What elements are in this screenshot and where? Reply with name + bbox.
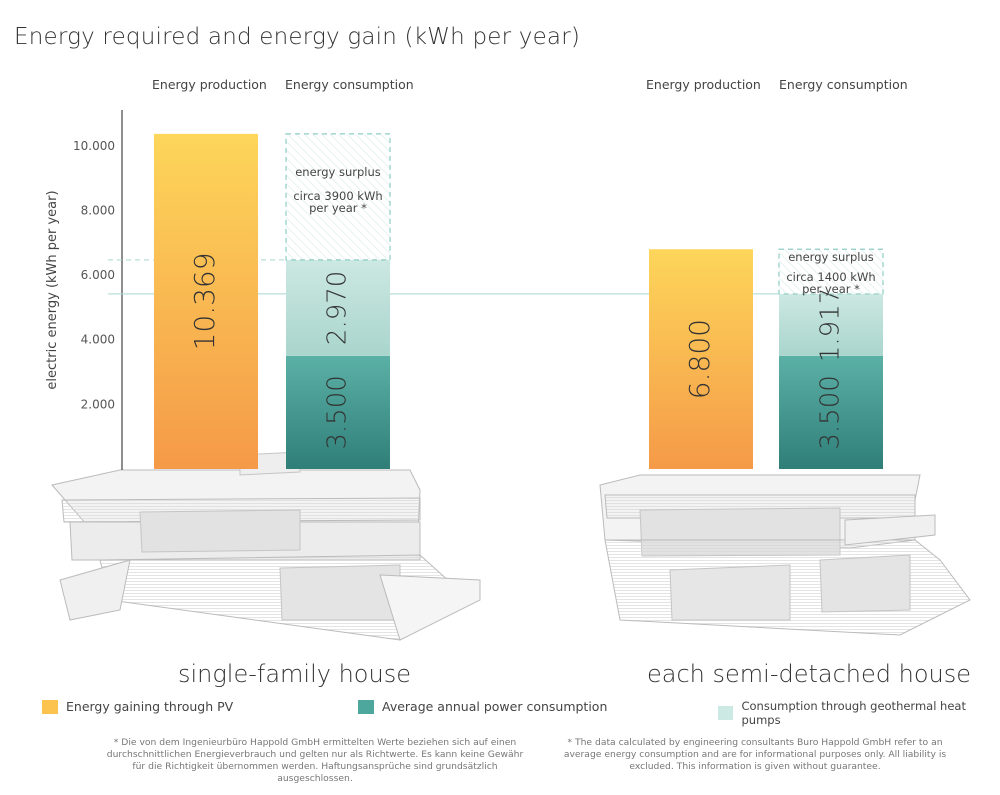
bar-geothermal-consumption: [779, 293, 883, 356]
house-illustration-semi: [599, 474, 971, 636]
legend-item-consumption: Average annual power consumption: [358, 699, 607, 714]
column-header-consumption-1: Energy consumption: [285, 77, 414, 92]
y-tick-label: 4.000: [81, 333, 115, 347]
group-label-single: single-family house: [178, 660, 411, 688]
surplus-text: per year *: [309, 201, 367, 215]
bar-energy-surplus: [778, 248, 884, 295]
bar-energy-surplus: [285, 133, 391, 261]
chart-title: Energy required and energy gain (kWh per…: [14, 24, 581, 50]
bar-production: [154, 133, 258, 470]
bar-label-consumption: 3.500: [816, 375, 846, 449]
bar-production: [649, 249, 753, 469]
column-header-consumption-2: Energy consumption: [779, 77, 908, 92]
y-axis-label: electric energy (kWh per year): [45, 190, 60, 389]
y-tick-label: 8.000: [81, 203, 115, 217]
footnote-english: * The data calculated by engineering con…: [563, 737, 947, 772]
footnote-german: * Die von dem Ingenieurbüro Happold GmbH…: [106, 737, 524, 784]
bar-label-consumption: 1.917: [816, 288, 846, 362]
surplus-title: energy surplus: [788, 250, 874, 264]
legend-swatch-geothermal: [718, 706, 734, 720]
legend-item-pv: Energy gaining through PV: [42, 699, 233, 714]
surplus-text: per year *: [802, 282, 860, 296]
column-header-production-1: Energy production: [152, 77, 267, 92]
bars: 10.369 3.500 2.970 energy surplus circa 3900…: [154, 133, 884, 470]
legend-item-geothermal: Consumption through geothermal heat pump…: [718, 699, 1000, 727]
y-ticks: 2.000 4.000 6.000 8.000 10.000: [73, 139, 115, 412]
bar-geothermal-consumption: [286, 259, 390, 356]
column-header-production-2: Energy production: [646, 77, 761, 92]
legend-label-geothermal: Consumption through geothermal heat pump…: [741, 699, 966, 727]
bar-average-consumption: [286, 355, 390, 469]
surplus-text: circa 1400 kWh: [786, 270, 875, 284]
bar-average-consumption: [779, 355, 883, 469]
bar-label-production: 10.369: [188, 252, 221, 350]
house-illustration-single: [51, 451, 481, 641]
legend-label-consumption: Average annual power consumption: [382, 699, 608, 714]
y-tick-label: 2.000: [81, 397, 115, 411]
legend-swatch-consumption: [358, 699, 374, 714]
surplus-title: energy surplus: [295, 165, 381, 179]
surplus-text: circa 3900 kWh: [293, 189, 382, 203]
y-tick-label: 10.000: [73, 139, 115, 153]
y-tick-label: 6.000: [81, 268, 115, 282]
bar-label-consumption: 2.970: [323, 271, 353, 345]
bar-label-production: 6.800: [683, 319, 716, 399]
group-label-semi: each semi-detached house: [647, 660, 972, 688]
legend-swatch-pv: [42, 699, 58, 714]
bar-label-consumption: 3.500: [323, 375, 353, 449]
legend-label-pv: Energy gaining through PV: [66, 699, 234, 714]
